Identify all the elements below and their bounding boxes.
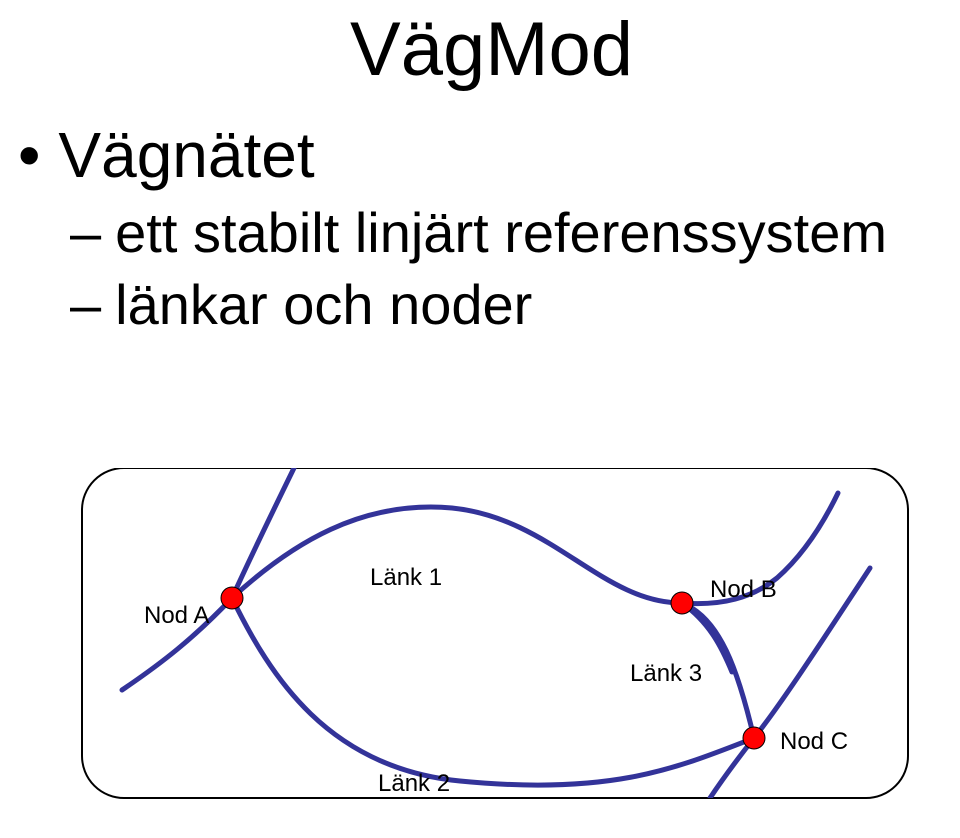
slide: VägMod • Vägnätet –ett stabilt linjärt r… xyxy=(0,0,960,838)
diagram-label: Nod B xyxy=(710,576,777,604)
sub-item-text: ett stabilt linjärt referenssystem xyxy=(115,200,887,265)
sub-item: –länkar och noder xyxy=(70,272,532,337)
diagram-label: Länk 3 xyxy=(630,660,702,688)
network-diagram: Nod A Länk 1 Nod B Länk 3 Länk 2 Nod C xyxy=(60,468,930,828)
page-title: VägMod xyxy=(350,6,633,93)
diagram-label: Nod A xyxy=(144,602,209,630)
diagram-label: Länk 1 xyxy=(370,564,442,592)
diagram-label: Länk 2 xyxy=(378,770,450,798)
sub-item: –ett stabilt linjärt referenssystem xyxy=(70,200,887,265)
sub-item-dash: – xyxy=(70,272,101,337)
sub-item-text: länkar och noder xyxy=(115,272,532,337)
diagram-label: Nod C xyxy=(780,728,848,756)
sub-item-dash: – xyxy=(70,200,101,265)
bullet-text: Vägnätet xyxy=(58,118,314,192)
bullet-marker: • xyxy=(18,118,40,192)
bullet-item: • Vägnätet xyxy=(18,118,315,192)
